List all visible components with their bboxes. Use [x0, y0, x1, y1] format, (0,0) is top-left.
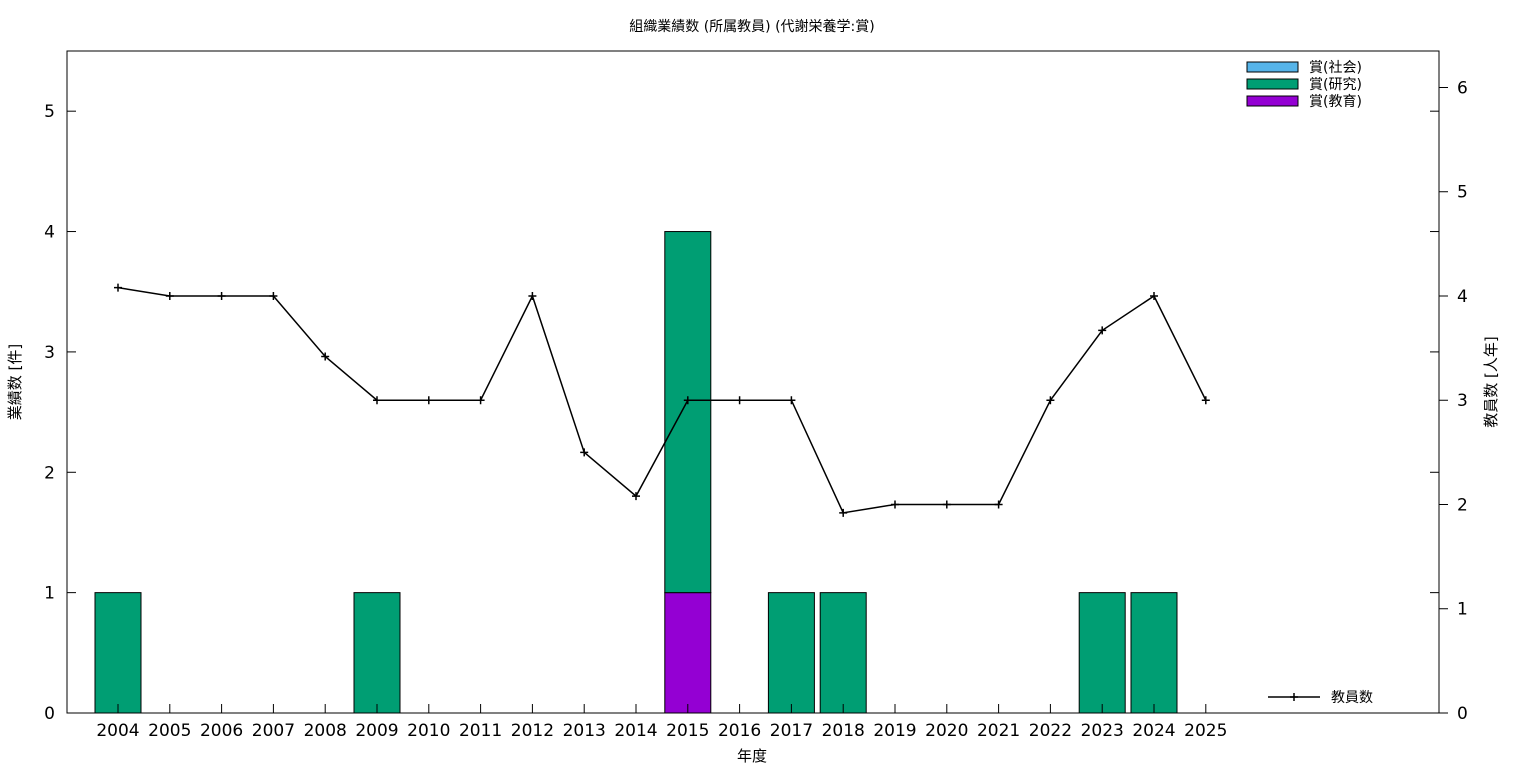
line-point-2016: [735, 396, 744, 405]
legend-group: 賞(社会)賞(研究)賞(教育) 教員数: [1246, 60, 1373, 706]
x-tick-label: 2018: [822, 721, 865, 741]
legend-label-賞-社会: 賞(社会): [1309, 60, 1362, 76]
x-tick-label: 2019: [873, 721, 916, 741]
line-point-2024: [1150, 291, 1158, 300]
line-point-2020: [942, 500, 951, 509]
line-group: [114, 283, 1210, 517]
bars-group: [94, 231, 1178, 714]
legend-line-marker: [1290, 693, 1298, 701]
y-tick-label: 0: [44, 704, 55, 724]
legend-label-faculty-count: 教員数: [1331, 690, 1373, 706]
bar-賞-研究-2004: [94, 592, 142, 714]
line-point-2005: [165, 291, 174, 300]
x-tick-label: 2016: [718, 721, 761, 741]
bar-賞-研究-2017: [767, 592, 815, 714]
x-tick-label: 2024: [1132, 721, 1175, 741]
line-point-2018: [839, 508, 848, 517]
line-faculty-count: [117, 286, 1207, 514]
y2-tick-label: 2: [1457, 495, 1468, 515]
line-point-2015: [683, 396, 692, 405]
bar-賞-研究-2023: [1078, 592, 1126, 714]
legend-label-賞-研究: 賞(研究): [1309, 77, 1362, 93]
line-point-2007: [269, 291, 278, 300]
line-point-2025: [1201, 396, 1210, 405]
y2-tick-label: 4: [1457, 287, 1468, 307]
bar-賞-研究-2009: [353, 592, 401, 714]
bar-賞-研究-2015: [664, 231, 712, 594]
line-point-2017: [787, 396, 796, 405]
y-tick-label: 5: [44, 102, 55, 122]
y2-tick-label: 5: [1457, 183, 1468, 203]
line-point-2004: [114, 283, 122, 292]
line-point-2006: [217, 291, 226, 300]
y2-tick-label: 0: [1457, 704, 1468, 724]
line-point-2010: [424, 396, 433, 405]
x-tick-label: 2008: [304, 721, 347, 741]
x-tick-label: 2005: [148, 721, 191, 741]
x-axis-label: 年度: [737, 747, 767, 765]
x-tick-label: 2007: [252, 721, 295, 741]
y2-axis-label: 教員数 [人年]: [1482, 336, 1500, 427]
x-tick-label: 2021: [977, 721, 1020, 741]
axes-group: 0 1 2 3 4 5 0 1 2 3 4 5 6 2004 2005 2006 2007 2008 2009 201…: [44, 78, 1468, 741]
plot-frame: [66, 50, 1440, 714]
y2-tick-label: 3: [1457, 391, 1468, 411]
x-tick-label: 2014: [614, 721, 657, 741]
legend-swatch-賞-研究: [1246, 78, 1299, 90]
x-tick-label: 2020: [925, 721, 968, 741]
line-point-2008: [321, 352, 330, 361]
x-tick-label: 2017: [770, 721, 813, 741]
y2-tick-label: 1: [1457, 600, 1468, 620]
legend-swatch-賞-社会: [1246, 61, 1299, 73]
line-point-2009: [373, 396, 381, 405]
legend-label-賞-教育: 賞(教育): [1309, 94, 1362, 110]
x-tick-label: 2013: [563, 721, 606, 741]
y-tick-label: 3: [44, 343, 55, 363]
line-point-2021: [994, 500, 1003, 509]
line-point-2012: [528, 291, 537, 300]
x-tick-label: 2015: [666, 721, 709, 741]
line-point-2022: [1046, 396, 1055, 405]
bar-賞-教育-2015: [664, 592, 712, 714]
x-tick-label: 2023: [1081, 721, 1124, 741]
x-tick-label: 2010: [407, 721, 450, 741]
bar-賞-研究-2018: [819, 592, 867, 714]
y-tick-label: 4: [44, 223, 55, 243]
x-tick-label: 2006: [200, 721, 243, 741]
x-tick-label: 2025: [1184, 721, 1227, 741]
legend-swatch-賞-教育: [1246, 95, 1299, 107]
line-point-2011: [476, 396, 485, 405]
line-point-2023: [1098, 326, 1107, 335]
y-tick-label: 1: [44, 584, 55, 604]
y-axis-label: 業績数 [件]: [6, 344, 24, 420]
line-point-2013: [580, 448, 589, 457]
bar-賞-研究-2024: [1130, 592, 1178, 714]
x-tick-label: 2022: [1029, 721, 1072, 741]
x-tick-label: 2009: [355, 721, 398, 741]
y-tick-label: 2: [44, 463, 55, 483]
x-tick-label: 2012: [511, 721, 554, 741]
line-point-2019: [891, 500, 899, 509]
y2-tick-label: 6: [1457, 78, 1468, 98]
x-tick-label: 2011: [459, 721, 502, 741]
x-tick-label: 2004: [96, 721, 139, 741]
line-point-2014: [632, 492, 640, 501]
chart-title: 組織業績数 (所属教員) (代謝栄養学:賞): [629, 18, 874, 35]
